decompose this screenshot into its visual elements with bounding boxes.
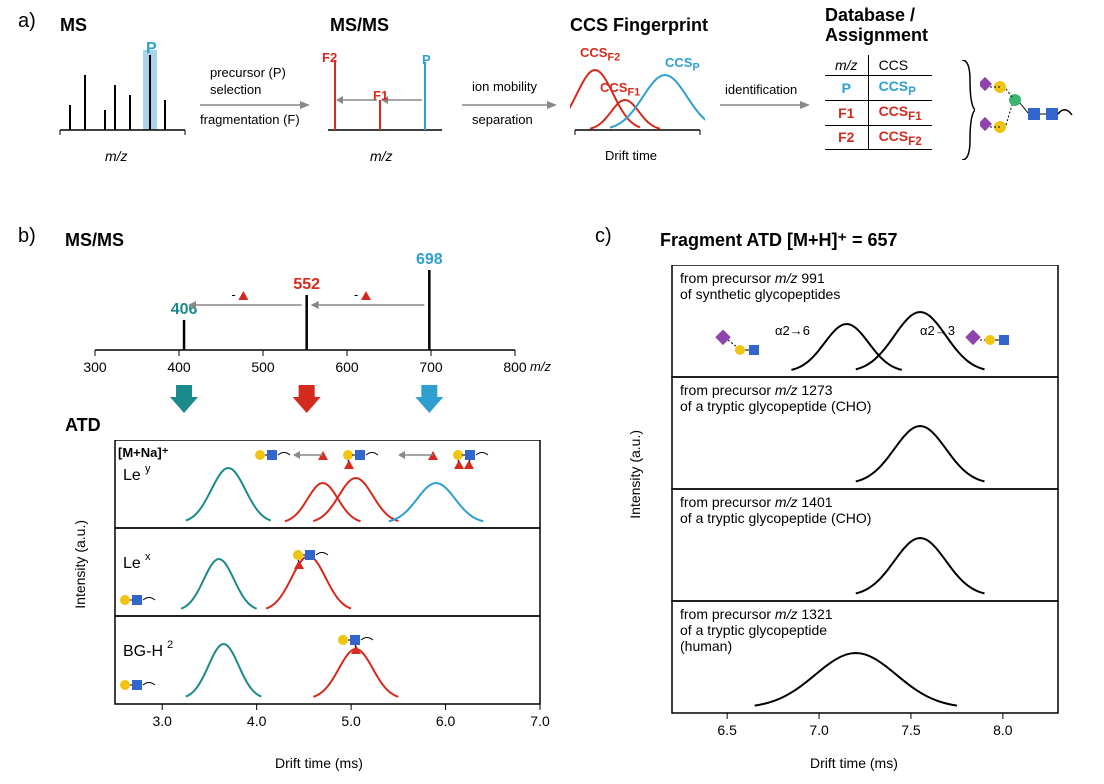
panel-b-msms-spectrum: 300400500600700800406552698-- bbox=[75, 250, 555, 390]
glycan-structure-icon bbox=[980, 75, 1075, 155]
panel-a-ms-mz: m/z bbox=[105, 148, 128, 164]
panel-b-atd-plots: LeyLexBG-H23.04.05.06.07.0 bbox=[105, 440, 550, 750]
svg-text:700: 700 bbox=[419, 359, 443, 375]
arrow1-bot: fragmentation (F) bbox=[200, 112, 300, 127]
svg-text:800: 800 bbox=[503, 359, 527, 375]
svg-text:y: y bbox=[145, 463, 151, 475]
panel-c-label: c) bbox=[595, 225, 612, 248]
pa-p-label2: P bbox=[422, 52, 431, 67]
panel-a-msms-title: MS/MS bbox=[330, 15, 389, 36]
pb-atd-title: ATD bbox=[65, 415, 101, 436]
svg-text:of a tryptic glycopeptide (CHO: of a tryptic glycopeptide (CHO) bbox=[680, 398, 871, 414]
pb-adduct: [M+Na]⁺ bbox=[118, 445, 169, 461]
svg-text:from precursor m/z 991: from precursor m/z 991 bbox=[680, 270, 825, 286]
svg-text:300: 300 bbox=[83, 359, 107, 375]
ccs-f1-label: CCSF1 bbox=[600, 80, 640, 99]
panel-a-ccs-drift: Drift time bbox=[605, 148, 657, 163]
db-title1: Database / bbox=[825, 5, 915, 26]
panel-a-label: a) bbox=[18, 10, 36, 33]
arrow1-mid: selection bbox=[210, 82, 261, 97]
pc-title: Fragment ATD [M+H]⁺ = 657 bbox=[660, 230, 898, 251]
brace-icon bbox=[960, 60, 975, 160]
svg-text:of a tryptic glycopeptide (CHO: of a tryptic glycopeptide (CHO) bbox=[680, 510, 871, 526]
svg-text:5.0: 5.0 bbox=[341, 713, 361, 729]
pb-msms-title: MS/MS bbox=[65, 230, 124, 251]
svg-text:Le: Le bbox=[123, 555, 141, 572]
arrow2-icon bbox=[462, 100, 557, 110]
arrow2-bot: separation bbox=[472, 112, 533, 127]
svg-text:-: - bbox=[354, 287, 358, 302]
svg-text:400: 400 bbox=[167, 359, 191, 375]
pb-mz-label: m/z bbox=[530, 359, 551, 374]
svg-text:4.0: 4.0 bbox=[247, 713, 267, 729]
svg-text:(human): (human) bbox=[680, 638, 732, 654]
svg-text:7.0: 7.0 bbox=[530, 713, 550, 729]
svg-text:of synthetic glycopeptides: of synthetic glycopeptides bbox=[680, 286, 840, 302]
svg-text:BG-H: BG-H bbox=[123, 643, 163, 660]
svg-text:552: 552 bbox=[293, 276, 320, 293]
pc-drift-label: Drift time (ms) bbox=[810, 755, 898, 771]
svg-text:3.0: 3.0 bbox=[152, 713, 172, 729]
panel-b-label: b) bbox=[18, 225, 36, 248]
arrow3-icon bbox=[720, 100, 810, 110]
panel-a-ccs-title: CCS Fingerprint bbox=[570, 15, 708, 36]
arrow3-label: identification bbox=[725, 82, 797, 97]
svg-text:6.0: 6.0 bbox=[436, 713, 456, 729]
panel-b-down-arrows bbox=[75, 385, 555, 415]
arrow1-icon bbox=[200, 100, 310, 110]
svg-text:-: - bbox=[231, 287, 235, 302]
pa-f1-label: F1 bbox=[373, 88, 388, 103]
svg-text:from precursor m/z 1401: from precursor m/z 1401 bbox=[680, 494, 833, 510]
svg-text:7.5: 7.5 bbox=[901, 722, 921, 738]
svg-text:of a tryptic glycopeptide: of a tryptic glycopeptide bbox=[680, 622, 827, 638]
svg-text:2: 2 bbox=[167, 639, 173, 651]
svg-text:6.5: 6.5 bbox=[717, 722, 737, 738]
panel-c-atd-plots: from precursor m/z 991of synthetic glyco… bbox=[660, 265, 1070, 745]
panel-a-p-label: P bbox=[146, 40, 157, 58]
svg-text:Le: Le bbox=[123, 467, 141, 484]
arrow2-top: ion mobility bbox=[472, 79, 537, 94]
pb-intensity-label: Intensity (a.u.) bbox=[72, 520, 88, 609]
panel-a-ms-spectrum bbox=[55, 45, 190, 145]
svg-text:600: 600 bbox=[335, 359, 359, 375]
panel-a-ms-title: MS bbox=[60, 15, 87, 36]
svg-text:from precursor m/z 1321: from precursor m/z 1321 bbox=[680, 606, 833, 622]
pb-drift-label: Drift time (ms) bbox=[275, 755, 363, 771]
panel-a-table: m/zCCSPCCSPF1CCSF1F2CCSF2 bbox=[825, 55, 932, 150]
pa-f2-label: F2 bbox=[322, 50, 337, 65]
arrow1-top: precursor (P) bbox=[210, 65, 286, 80]
svg-text:500: 500 bbox=[251, 359, 275, 375]
svg-text:from precursor m/z 1273: from precursor m/z 1273 bbox=[680, 382, 833, 398]
svg-text:x: x bbox=[145, 551, 151, 563]
ccs-f2-label: CCSF2 bbox=[580, 45, 620, 64]
ccs-p-label: CCSP bbox=[665, 55, 700, 74]
db-title2: Assignment bbox=[825, 25, 928, 46]
panel-a-msms-mz: m/z bbox=[370, 148, 393, 164]
pc-intensity-label: Intensity (a.u.) bbox=[627, 430, 643, 519]
svg-text:698: 698 bbox=[416, 251, 443, 268]
svg-text:7.0: 7.0 bbox=[809, 722, 829, 738]
svg-text:8.0: 8.0 bbox=[993, 722, 1013, 738]
